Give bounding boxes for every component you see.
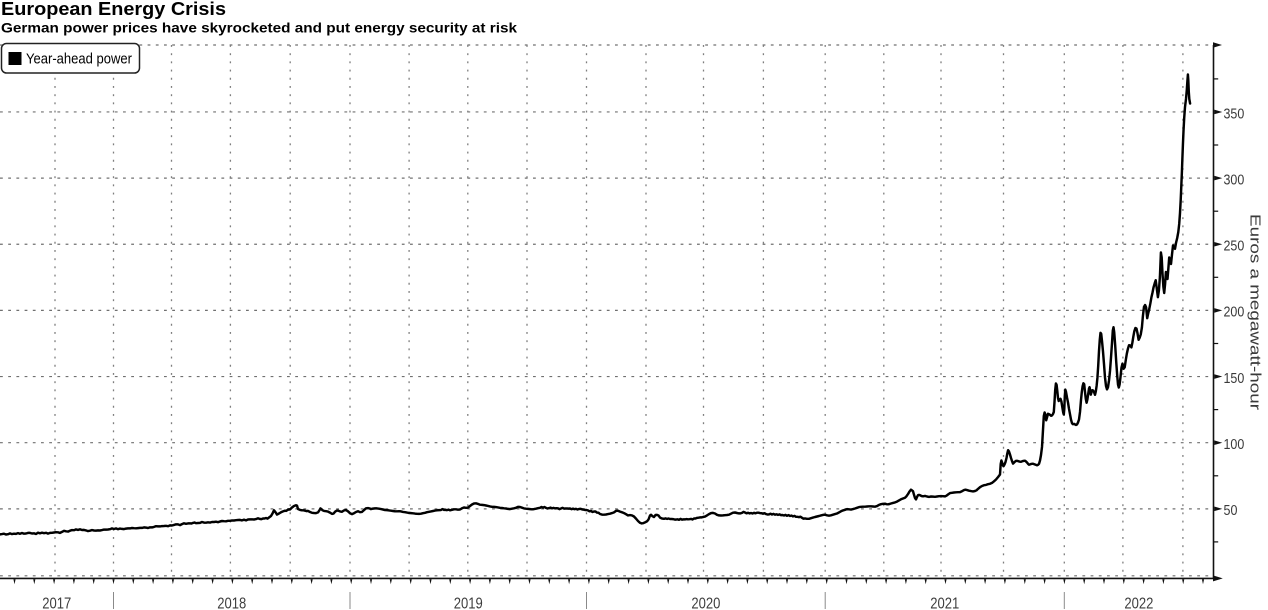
svg-text:Euros a megawatt-hour: Euros a megawatt-hour (1247, 214, 1263, 410)
svg-text:100: 100 (1224, 437, 1245, 453)
svg-text:300: 300 (1224, 172, 1245, 188)
svg-text:Year-ahead power: Year-ahead power (26, 52, 132, 68)
svg-text:2021: 2021 (930, 596, 959, 610)
svg-text:2020: 2020 (691, 596, 720, 610)
svg-text:150: 150 (1224, 371, 1245, 387)
svg-text:2022: 2022 (1124, 596, 1153, 610)
svg-text:2018: 2018 (217, 596, 246, 610)
svg-text:2019: 2019 (454, 596, 483, 610)
svg-text:350: 350 (1224, 106, 1245, 122)
svg-text:250: 250 (1224, 239, 1245, 255)
svg-text:European Energy Crisis: European Energy Crisis (1, 0, 226, 19)
svg-text:2017: 2017 (42, 596, 71, 610)
svg-text:50: 50 (1224, 503, 1238, 519)
svg-text:200: 200 (1224, 305, 1245, 321)
svg-text:German power prices have skyro: German power prices have skyrocketed and… (1, 20, 517, 36)
